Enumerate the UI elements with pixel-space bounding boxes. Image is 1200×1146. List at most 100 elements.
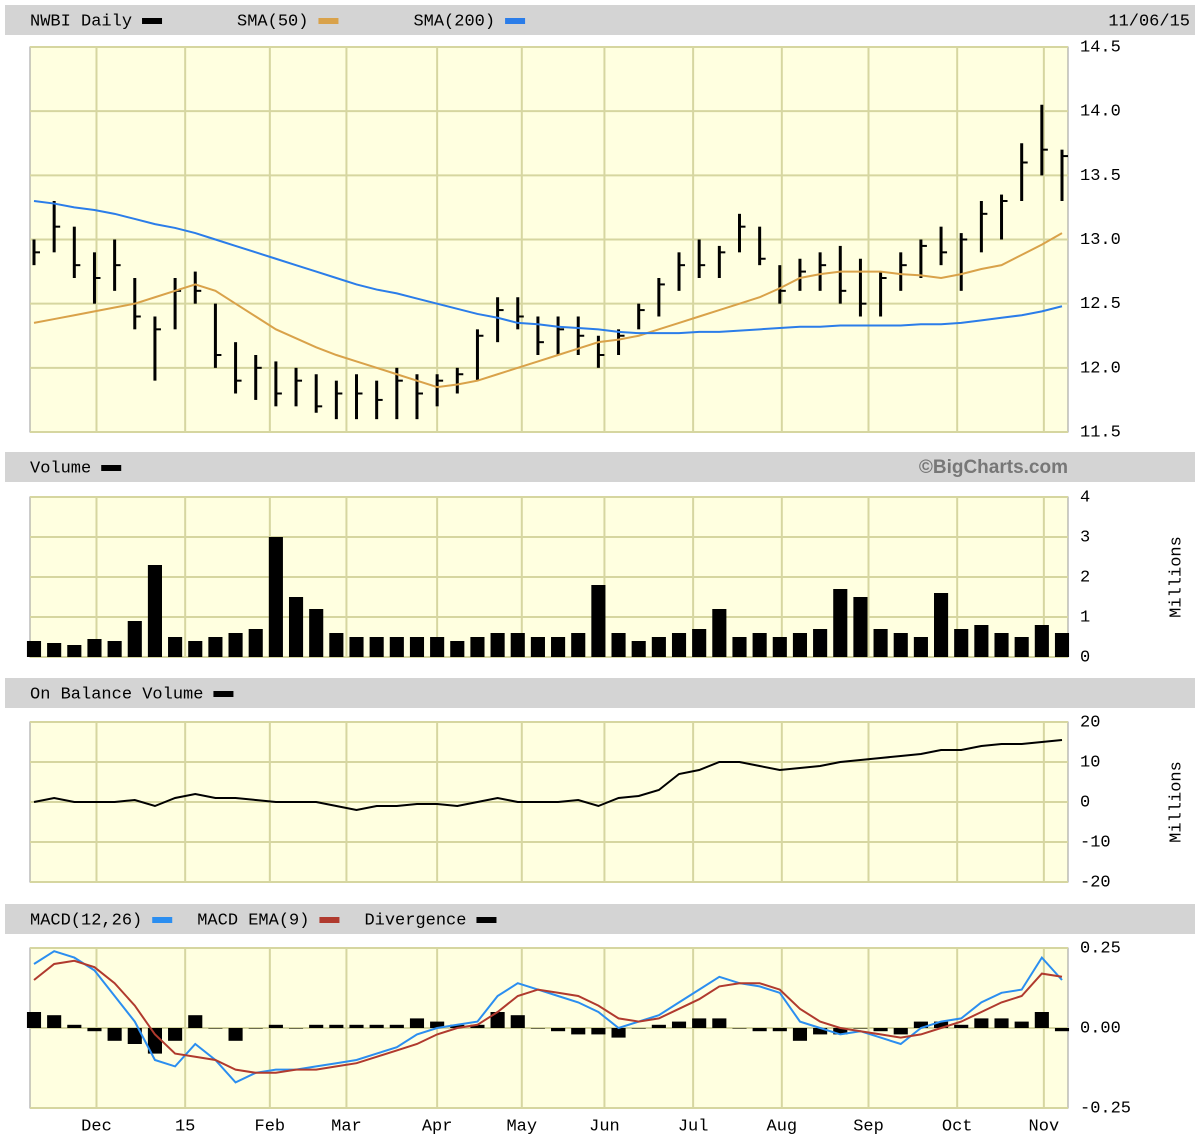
bar — [671, 633, 687, 657]
legend-label: NWBI Daily — [30, 12, 132, 31]
bar — [1054, 633, 1070, 657]
y-tick-label: 13.5 — [1080, 167, 1121, 186]
x-tick-label: Oct — [942, 1117, 973, 1136]
bar — [288, 1028, 304, 1029]
y-tick-label: 0.25 — [1080, 939, 1121, 958]
bar — [1014, 1021, 1029, 1028]
bar — [309, 609, 324, 657]
bar — [208, 637, 223, 657]
legend-label: SMA(50) — [237, 12, 308, 31]
bar — [26, 1012, 42, 1028]
bar — [913, 637, 928, 657]
bar — [248, 629, 263, 657]
bar — [934, 593, 949, 657]
legend-label: Divergence — [364, 911, 466, 930]
bar — [551, 637, 566, 657]
bar — [1054, 1028, 1070, 1032]
bar — [651, 1024, 666, 1028]
bar — [47, 1015, 62, 1028]
bar — [631, 1028, 646, 1029]
series-line — [33, 959, 1063, 1074]
bar — [1014, 637, 1029, 657]
bar — [329, 633, 344, 657]
y-tick-label: 1 — [1080, 608, 1090, 627]
bar — [974, 625, 989, 657]
series-line — [33, 200, 1063, 335]
bar — [490, 633, 505, 657]
bar — [510, 633, 525, 657]
bar — [470, 1024, 485, 1028]
bar — [329, 1024, 344, 1028]
y-axis-label: Millions — [1167, 761, 1186, 843]
bar — [268, 537, 283, 657]
bar — [692, 629, 707, 657]
series-line — [33, 739, 1063, 812]
x-tick-label: Sep — [853, 1117, 884, 1136]
panel-header — [5, 904, 1195, 934]
bar — [571, 1028, 586, 1035]
bar — [732, 637, 747, 657]
bar — [873, 629, 888, 657]
bar — [671, 1021, 687, 1028]
bar — [591, 585, 606, 657]
y-tick-label: 12.5 — [1080, 295, 1121, 314]
bar — [228, 633, 243, 657]
y-tick-label: 13.0 — [1080, 231, 1121, 250]
bar — [954, 629, 969, 657]
y-tick-label: 20 — [1080, 713, 1100, 732]
panel-header — [5, 5, 1195, 35]
bar — [873, 1028, 888, 1032]
bar — [450, 1024, 465, 1028]
x-tick-label: Jun — [589, 1117, 620, 1136]
bar — [752, 1028, 767, 1032]
bar — [168, 1028, 183, 1041]
legend-swatch — [319, 917, 340, 923]
bar — [692, 1018, 707, 1028]
bar — [389, 637, 404, 657]
bar — [369, 637, 384, 657]
y-tick-label: 0 — [1080, 648, 1090, 667]
x-tick-label: Jul — [678, 1117, 709, 1136]
legend-swatch — [213, 691, 234, 697]
bar — [409, 1018, 425, 1028]
y-tick-label: 0 — [1080, 793, 1090, 812]
bar — [248, 1028, 263, 1029]
y-tick-label: 2 — [1080, 568, 1090, 587]
panel-header — [5, 678, 1195, 708]
bar — [530, 637, 545, 657]
y-tick-label: 4 — [1080, 488, 1090, 507]
bar — [349, 637, 364, 657]
bar — [430, 637, 445, 657]
bar — [772, 1028, 787, 1032]
bar — [833, 1028, 848, 1035]
legend-swatch — [101, 465, 122, 471]
bar — [470, 637, 485, 657]
y-tick-label: -20 — [1080, 873, 1111, 892]
bar — [631, 641, 646, 657]
bar — [974, 1018, 989, 1028]
legend-swatch — [152, 917, 173, 923]
bar — [107, 1028, 122, 1041]
bar — [1034, 625, 1049, 657]
bar — [369, 1024, 384, 1028]
bar — [994, 1018, 1009, 1028]
y-tick-label: 0.00 — [1080, 1019, 1121, 1038]
bar — [712, 1018, 727, 1028]
bar — [188, 641, 203, 657]
bar — [611, 1028, 626, 1038]
bar — [67, 1024, 82, 1028]
bar — [813, 1028, 828, 1035]
legend-label: On Balance Volume — [30, 685, 203, 704]
bar — [591, 1028, 606, 1035]
bar — [288, 597, 304, 657]
bar — [127, 1028, 142, 1044]
bar — [127, 621, 142, 657]
bar — [1034, 1012, 1049, 1028]
bar — [87, 639, 102, 657]
legend-swatch — [318, 18, 339, 24]
bar — [712, 609, 727, 657]
bar — [833, 589, 848, 657]
bar — [26, 641, 42, 657]
credit: ©BigCharts.com — [919, 457, 1068, 478]
